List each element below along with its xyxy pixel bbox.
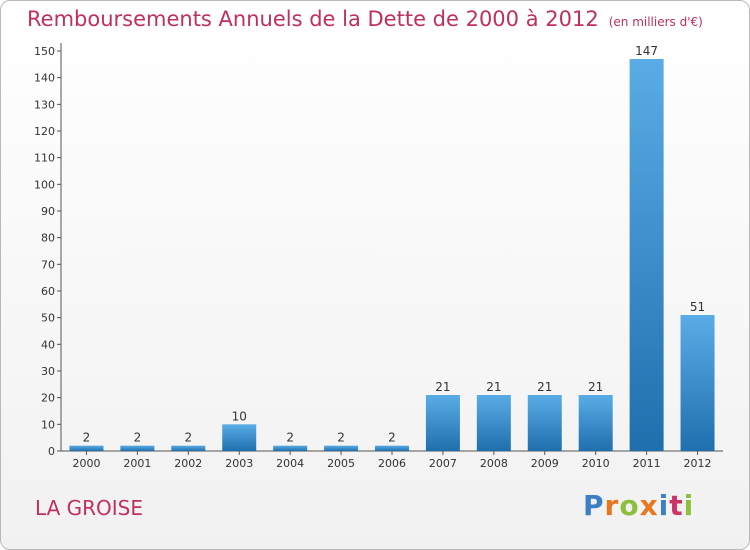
x-tick-label: 2010 — [582, 457, 610, 470]
logo-letter: i — [658, 489, 670, 522]
y-tick-label: 50 — [41, 312, 55, 325]
bar — [375, 445, 409, 451]
bar — [120, 445, 155, 451]
x-tick-label: 2005 — [327, 457, 355, 470]
data-label: 2 — [388, 431, 396, 445]
bar — [273, 445, 308, 451]
bar — [680, 315, 715, 451]
x-tick-label: 2002 — [174, 457, 202, 470]
bar — [578, 395, 613, 451]
bars: 2 2000 2 2001 2 2002 10 2003 2 2004 2 2005 2 2006 21 20… — [69, 44, 715, 470]
bar — [476, 395, 511, 451]
data-label: 2 — [337, 431, 345, 445]
y-tick-label: 10 — [41, 418, 55, 431]
y-tick-label: 110 — [34, 152, 55, 165]
y-tick-label: 40 — [41, 338, 55, 351]
title-unit: (en milliers d'€) — [608, 15, 703, 29]
x-tick-label: 2004 — [276, 457, 304, 470]
y-tick-label: 90 — [41, 205, 55, 218]
y-tick-label: 80 — [41, 232, 55, 245]
axes: 0 10 20 30 40 50 60 70 80 90 100 110 120 130 140 150 — [34, 43, 723, 458]
data-label: 147 — [635, 44, 658, 58]
y-tick-label: 70 — [41, 258, 55, 271]
data-label: 21 — [588, 380, 603, 394]
bar — [324, 445, 359, 451]
data-label: 10 — [232, 409, 247, 423]
x-tick-label: 2000 — [72, 457, 100, 470]
x-tick-label: 2009 — [531, 457, 559, 470]
logo-letter: x — [639, 489, 659, 522]
data-label: 21 — [435, 380, 450, 394]
y-tick-label: 140 — [34, 72, 55, 85]
y-tick-label: 100 — [34, 178, 55, 191]
data-label: 2 — [83, 431, 91, 445]
logo-letter: o — [619, 489, 640, 522]
logo-letter: P — [583, 489, 605, 522]
data-label: 21 — [486, 380, 501, 394]
logo-letter: t — [669, 489, 684, 522]
logo-letter: i — [683, 489, 695, 522]
y-tick-label: 130 — [34, 98, 55, 111]
bar — [425, 395, 460, 451]
x-tick-label: 2007 — [429, 457, 457, 470]
data-label: 21 — [537, 380, 552, 394]
bar — [629, 59, 664, 451]
data-label: 2 — [184, 431, 192, 445]
y-tick-label: 120 — [34, 125, 55, 138]
data-label: 2 — [286, 431, 294, 445]
y-tick-label: 60 — [41, 285, 55, 298]
bar — [69, 445, 104, 451]
x-tick-label: 2003 — [225, 457, 253, 470]
x-tick-label: 2008 — [480, 457, 508, 470]
logo-letter: r — [604, 489, 620, 522]
y-tick-label: 0 — [48, 445, 55, 458]
chart-title: Remboursements Annuels de la Dette de 20… — [27, 7, 703, 31]
y-tick-label: 20 — [41, 392, 55, 405]
city-name: LA GROISE — [35, 496, 144, 520]
bar — [527, 395, 562, 451]
bar — [171, 445, 206, 451]
bar — [222, 424, 257, 451]
proxiti-logo[interactable]: Proxiti — [583, 489, 694, 522]
x-tick-label: 2001 — [123, 457, 151, 470]
title-text: Remboursements Annuels de la Dette de 20… — [27, 7, 599, 31]
x-tick-label: 2012 — [684, 457, 712, 470]
x-tick-label: 2006 — [378, 457, 406, 470]
x-tick-label: 2011 — [633, 457, 661, 470]
data-label: 2 — [134, 431, 142, 445]
y-tick-label: 150 — [34, 45, 55, 58]
y-tick-label: 30 — [41, 365, 55, 378]
data-label: 51 — [690, 300, 705, 314]
